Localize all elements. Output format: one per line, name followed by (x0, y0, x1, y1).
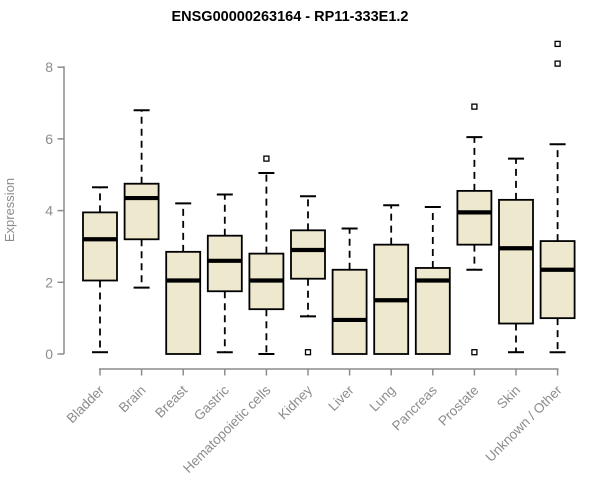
x-tick-label: Prostate (435, 383, 481, 429)
box-rect (82, 211, 118, 282)
y-tick-label: 4 (45, 203, 53, 219)
y-tick-label: 8 (45, 59, 53, 75)
x-tick-label: Pancreas (389, 382, 440, 433)
box-rect (165, 250, 202, 355)
chart-title: ENSG00000263164 - RP11-333E1.2 (171, 9, 408, 25)
x-tick-label: Lung (366, 383, 398, 415)
y-tick-label: 6 (45, 131, 53, 147)
box-rect (331, 268, 368, 355)
y-axis-label: Expression (2, 178, 17, 242)
outlier-point (471, 103, 478, 110)
x-tick-label: Gastric (191, 382, 232, 423)
y-tick-label: 0 (45, 346, 53, 362)
x-tick-label: Kidney (275, 382, 315, 422)
x-tick-label: Bladder (64, 382, 108, 426)
outlier-point (471, 349, 478, 356)
outlier-point (554, 60, 561, 67)
box-rect (290, 229, 326, 280)
box-rect (456, 189, 493, 246)
outlier-point (263, 155, 270, 162)
x-tick-label: Liver (325, 382, 357, 414)
x-tick-label: Skin (494, 383, 523, 412)
x-tick-label: Breast (152, 382, 190, 420)
box-rect (498, 198, 534, 325)
outlier-point (554, 40, 561, 48)
outlier-point (304, 349, 312, 356)
x-tick-label: Unknown / Other (482, 382, 565, 465)
x-tick-label: Brain (116, 383, 149, 416)
y-tick-label: 2 (45, 274, 53, 290)
box-rect (206, 234, 243, 293)
box-rect (539, 240, 576, 320)
box-rect (123, 182, 160, 241)
